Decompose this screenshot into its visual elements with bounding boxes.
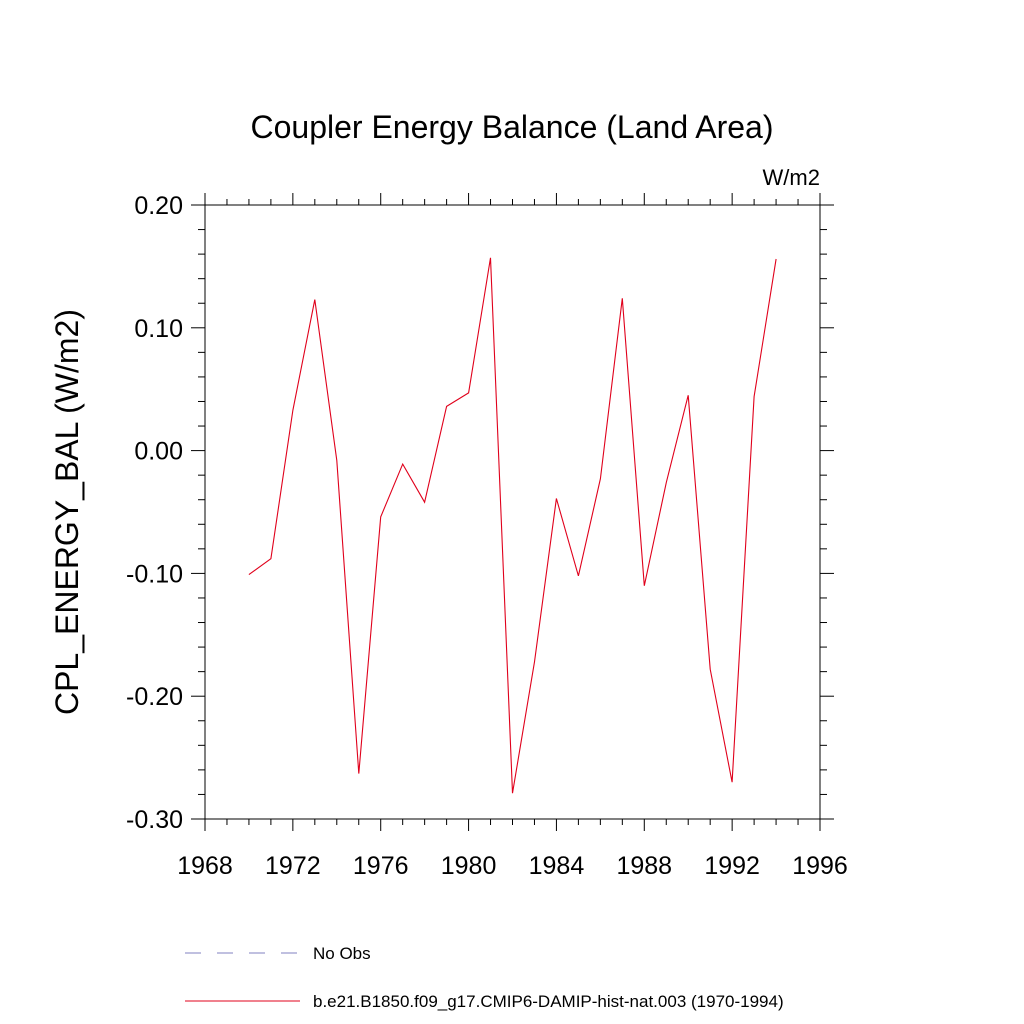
x-tick-label: 1976: [353, 852, 409, 880]
x-tick-label: 1996: [792, 852, 848, 880]
plot-frame: [204, 204, 821, 820]
axis-ticks: [191, 193, 834, 831]
y-tick-label: 0.20: [134, 192, 183, 220]
y-axis-label: CPL_ENERGY_BAL (W/m2): [49, 309, 85, 715]
series-lines: [248, 257, 777, 794]
x-tick-label: 1980: [441, 852, 497, 880]
y-tick-label: -0.30: [126, 806, 183, 834]
series-line: [248, 257, 777, 794]
x-tick-label: 1984: [529, 852, 585, 880]
y-tick-labels: 0.20 0.10 0.00 -0.10 -0.20 -0.30: [126, 192, 183, 834]
plot-border: [204, 204, 821, 820]
x-tick-label: 1988: [616, 852, 672, 880]
x-tick-label: 1972: [265, 852, 321, 880]
units-label: W/m2: [763, 165, 820, 190]
y-tick-label: 0.00: [134, 438, 183, 466]
x-tick-label: 1992: [704, 852, 760, 880]
y-tick-label: 0.10: [134, 315, 183, 343]
legend: No Obs b.e21.B1850.f09_g17.CMIP6-DAMIP-hi…: [185, 944, 784, 1011]
chart-title: Coupler Energy Balance (Land Area): [251, 109, 774, 145]
y-tick-label: -0.20: [126, 683, 183, 711]
x-tick-labels: 1968 1972 1976 1980 1984 1988 1992 1996: [177, 852, 848, 880]
y-tick-label: -0.10: [126, 560, 183, 588]
legend-label: No Obs: [313, 944, 371, 963]
legend-label: b.e21.B1850.f09_g17.CMIP6-DAMIP-hist-nat…: [313, 992, 784, 1011]
x-tick-label: 1968: [177, 852, 233, 880]
